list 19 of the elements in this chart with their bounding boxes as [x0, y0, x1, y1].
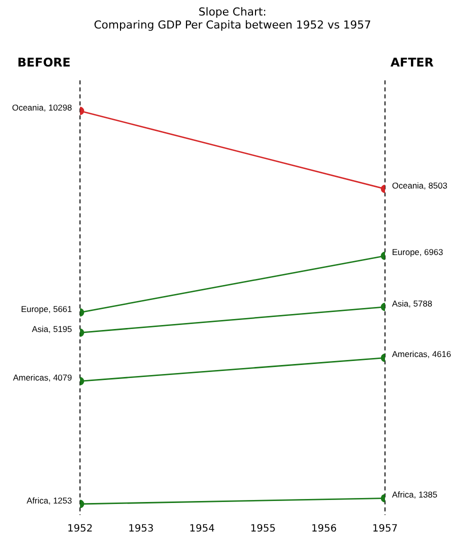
data-label: Americas, 4616 — [392, 349, 452, 360]
data-label: Africa, 1385 — [392, 490, 438, 500]
chart-title: Slope Chart: Comparing GDP Per Capita between 1952 vs 1957 — [94, 5, 372, 32]
data-label: Asia, 5195 — [32, 324, 72, 334]
x-tick-label: 1955 — [250, 524, 276, 535]
data-label: Americas, 4079 — [12, 372, 72, 383]
data-label: Europe, 5661 — [20, 304, 72, 314]
x-tick-label: 1957 — [372, 524, 398, 535]
x-tick-label: 1956 — [311, 524, 337, 535]
data-label: Oceania, 8503 — [392, 180, 448, 190]
data-label: Oceania, 10298 — [12, 102, 72, 112]
x-tick-label: 1954 — [189, 524, 215, 535]
ref-line-label: BEFORE — [17, 56, 71, 70]
data-label: Africa, 1253 — [26, 495, 72, 506]
data-label: Europe, 6963 — [392, 247, 444, 258]
ref-line-label: AFTER — [390, 56, 434, 70]
x-tick-label: 1953 — [128, 524, 154, 535]
data-label: Asia, 5788 — [392, 298, 432, 308]
x-tick-label: 1952 — [67, 524, 93, 535]
